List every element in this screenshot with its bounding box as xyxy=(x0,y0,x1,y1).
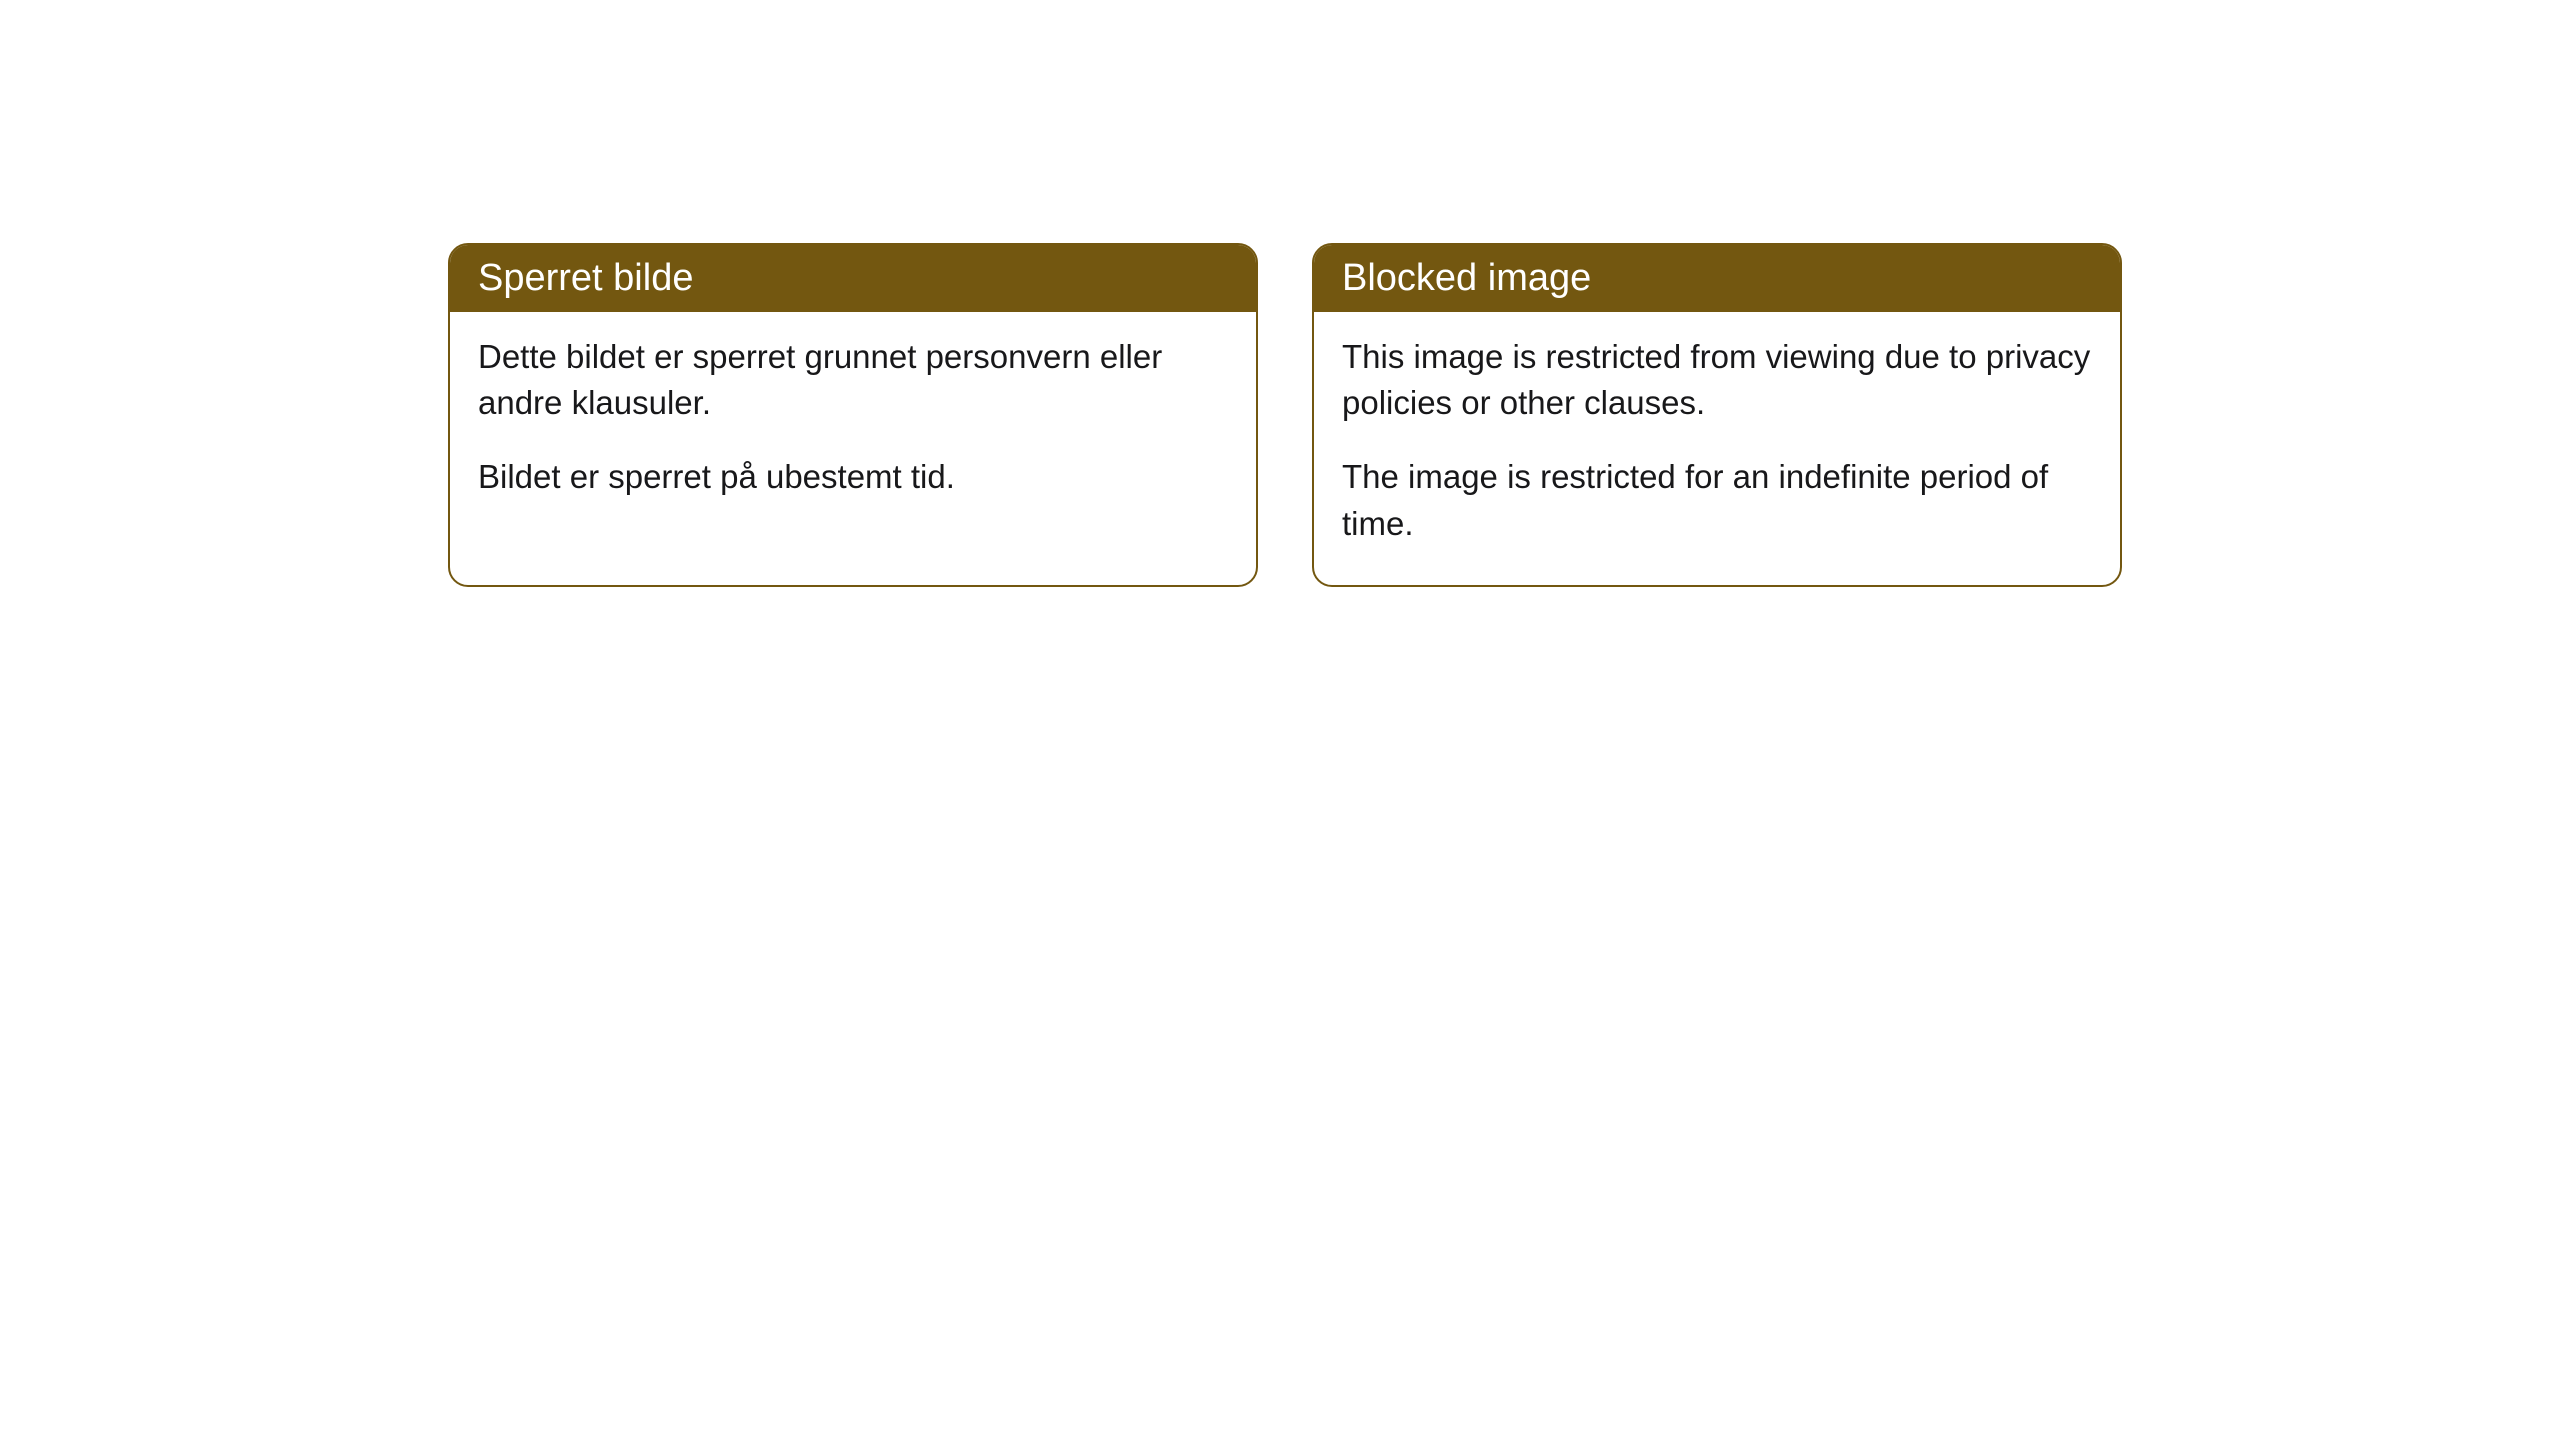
card-body-english: This image is restricted from viewing du… xyxy=(1314,312,2120,585)
card-body-norwegian: Dette bildet er sperret grunnet personve… xyxy=(450,312,1256,539)
card-paragraph: Bildet er sperret på ubestemt tid. xyxy=(478,454,1228,500)
card-header-english: Blocked image xyxy=(1314,245,2120,312)
card-header-norwegian: Sperret bilde xyxy=(450,245,1256,312)
notice-card-norwegian: Sperret bilde Dette bildet er sperret gr… xyxy=(448,243,1258,587)
card-title: Blocked image xyxy=(1342,257,1591,299)
card-paragraph: Dette bildet er sperret grunnet personve… xyxy=(478,334,1228,426)
notice-cards-container: Sperret bilde Dette bildet er sperret gr… xyxy=(448,243,2122,587)
notice-card-english: Blocked image This image is restricted f… xyxy=(1312,243,2122,587)
card-title: Sperret bilde xyxy=(478,257,693,299)
card-paragraph: The image is restricted for an indefinit… xyxy=(1342,454,2092,546)
card-paragraph: This image is restricted from viewing du… xyxy=(1342,334,2092,426)
